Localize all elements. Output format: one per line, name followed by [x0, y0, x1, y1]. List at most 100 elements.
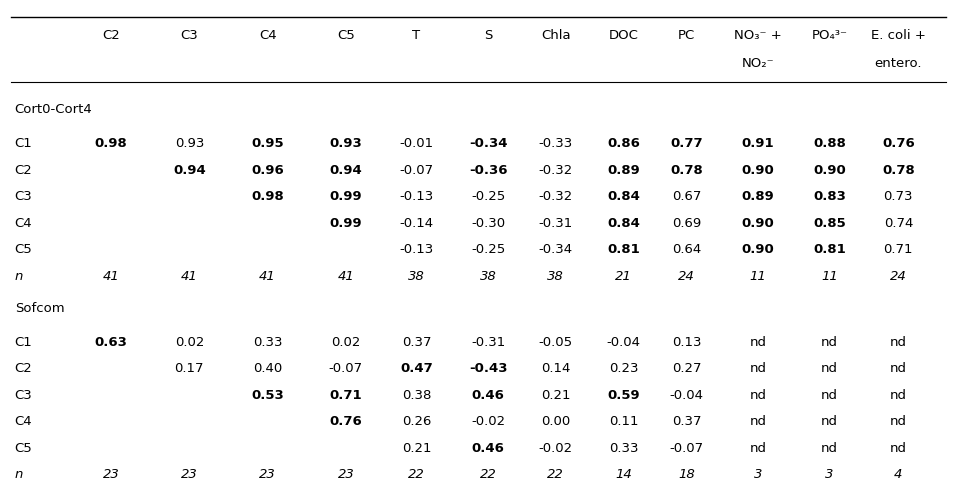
Text: PC: PC [678, 29, 695, 42]
Text: 38: 38 [479, 270, 497, 282]
Text: 22: 22 [547, 468, 565, 478]
Text: -0.30: -0.30 [471, 217, 505, 230]
Text: 23: 23 [102, 468, 120, 478]
Text: 0.37: 0.37 [402, 336, 432, 349]
Text: 0.83: 0.83 [813, 190, 846, 203]
Text: 0.67: 0.67 [672, 190, 701, 203]
Text: 0.85: 0.85 [813, 217, 846, 230]
Text: nd: nd [890, 442, 907, 455]
Text: 23: 23 [338, 468, 354, 478]
Text: -0.04: -0.04 [670, 389, 703, 402]
Text: C2: C2 [14, 362, 33, 375]
Text: C1: C1 [14, 336, 33, 349]
Text: -0.43: -0.43 [469, 362, 507, 375]
Text: C5: C5 [14, 243, 33, 256]
Text: 0.76: 0.76 [882, 137, 915, 151]
Text: 0.47: 0.47 [400, 362, 433, 375]
Text: 24: 24 [890, 270, 906, 282]
Text: 0.89: 0.89 [607, 164, 640, 177]
Text: nd: nd [890, 415, 907, 428]
Text: nd: nd [821, 442, 838, 455]
Text: 0.37: 0.37 [672, 415, 701, 428]
Text: 0.33: 0.33 [609, 442, 638, 455]
Text: 0.96: 0.96 [252, 164, 284, 177]
Text: 0.23: 0.23 [609, 362, 638, 375]
Text: 0.91: 0.91 [742, 137, 774, 151]
Text: 21: 21 [615, 270, 632, 282]
Text: -0.14: -0.14 [399, 217, 434, 230]
Text: 0.76: 0.76 [329, 415, 363, 428]
Text: 0.94: 0.94 [173, 164, 206, 177]
Text: DOC: DOC [609, 29, 638, 42]
Text: 0.93: 0.93 [175, 137, 204, 151]
Text: 0.84: 0.84 [607, 190, 640, 203]
Text: 0.46: 0.46 [472, 389, 504, 402]
Text: Chla: Chla [541, 29, 570, 42]
Text: 0.77: 0.77 [670, 137, 702, 151]
Text: nd: nd [749, 415, 767, 428]
Text: NO₂⁻: NO₂⁻ [742, 56, 774, 69]
Text: 0.40: 0.40 [253, 362, 282, 375]
Text: 18: 18 [679, 468, 695, 478]
Text: C4: C4 [14, 217, 33, 230]
Text: 0.99: 0.99 [329, 217, 362, 230]
Text: nd: nd [749, 336, 767, 349]
Text: nd: nd [821, 336, 838, 349]
Text: 0.71: 0.71 [883, 243, 913, 256]
Text: 24: 24 [679, 270, 695, 282]
Text: 0.98: 0.98 [95, 137, 127, 151]
Text: 0.59: 0.59 [608, 389, 640, 402]
Text: 0.11: 0.11 [609, 415, 638, 428]
Text: 0.90: 0.90 [742, 243, 774, 256]
Text: 0.88: 0.88 [813, 137, 846, 151]
Text: 0.90: 0.90 [742, 217, 774, 230]
Text: -0.25: -0.25 [471, 243, 505, 256]
Text: 3: 3 [754, 468, 763, 478]
Text: -0.01: -0.01 [399, 137, 434, 151]
Text: C5: C5 [14, 442, 33, 455]
Text: 0.13: 0.13 [672, 336, 701, 349]
Text: 3: 3 [826, 468, 834, 478]
Text: C3: C3 [14, 389, 33, 402]
Text: 41: 41 [338, 270, 354, 282]
Text: E. coli +: E. coli + [871, 29, 925, 42]
Text: 41: 41 [102, 270, 120, 282]
Text: 0.94: 0.94 [329, 164, 363, 177]
Text: 22: 22 [408, 468, 425, 478]
Text: -0.07: -0.07 [399, 164, 434, 177]
Text: -0.31: -0.31 [471, 336, 505, 349]
Text: C5: C5 [337, 29, 355, 42]
Text: C3: C3 [181, 29, 198, 42]
Text: -0.02: -0.02 [471, 415, 505, 428]
Text: C1: C1 [14, 137, 33, 151]
Text: 0.90: 0.90 [813, 164, 846, 177]
Text: -0.13: -0.13 [399, 190, 434, 203]
Text: 0.21: 0.21 [402, 442, 432, 455]
Text: -0.34: -0.34 [469, 137, 507, 151]
Text: 0.00: 0.00 [541, 415, 570, 428]
Text: nd: nd [821, 415, 838, 428]
Text: 0.84: 0.84 [607, 217, 640, 230]
Text: 0.26: 0.26 [402, 415, 432, 428]
Text: -0.04: -0.04 [607, 336, 640, 349]
Text: 23: 23 [181, 468, 198, 478]
Text: nd: nd [890, 362, 907, 375]
Text: 0.98: 0.98 [252, 190, 284, 203]
Text: -0.34: -0.34 [539, 243, 573, 256]
Text: T: T [412, 29, 420, 42]
Text: -0.02: -0.02 [539, 442, 573, 455]
Text: 23: 23 [259, 468, 276, 478]
Text: 38: 38 [547, 270, 565, 282]
Text: -0.32: -0.32 [539, 190, 573, 203]
Text: 0.38: 0.38 [402, 389, 432, 402]
Text: 11: 11 [821, 270, 838, 282]
Text: 0.86: 0.86 [607, 137, 640, 151]
Text: 0.90: 0.90 [742, 164, 774, 177]
Text: -0.07: -0.07 [329, 362, 363, 375]
Text: -0.07: -0.07 [670, 442, 703, 455]
Text: nd: nd [749, 362, 767, 375]
Text: n: n [14, 468, 23, 478]
Text: 0.74: 0.74 [883, 217, 913, 230]
Text: 22: 22 [479, 468, 497, 478]
Text: -0.05: -0.05 [539, 336, 573, 349]
